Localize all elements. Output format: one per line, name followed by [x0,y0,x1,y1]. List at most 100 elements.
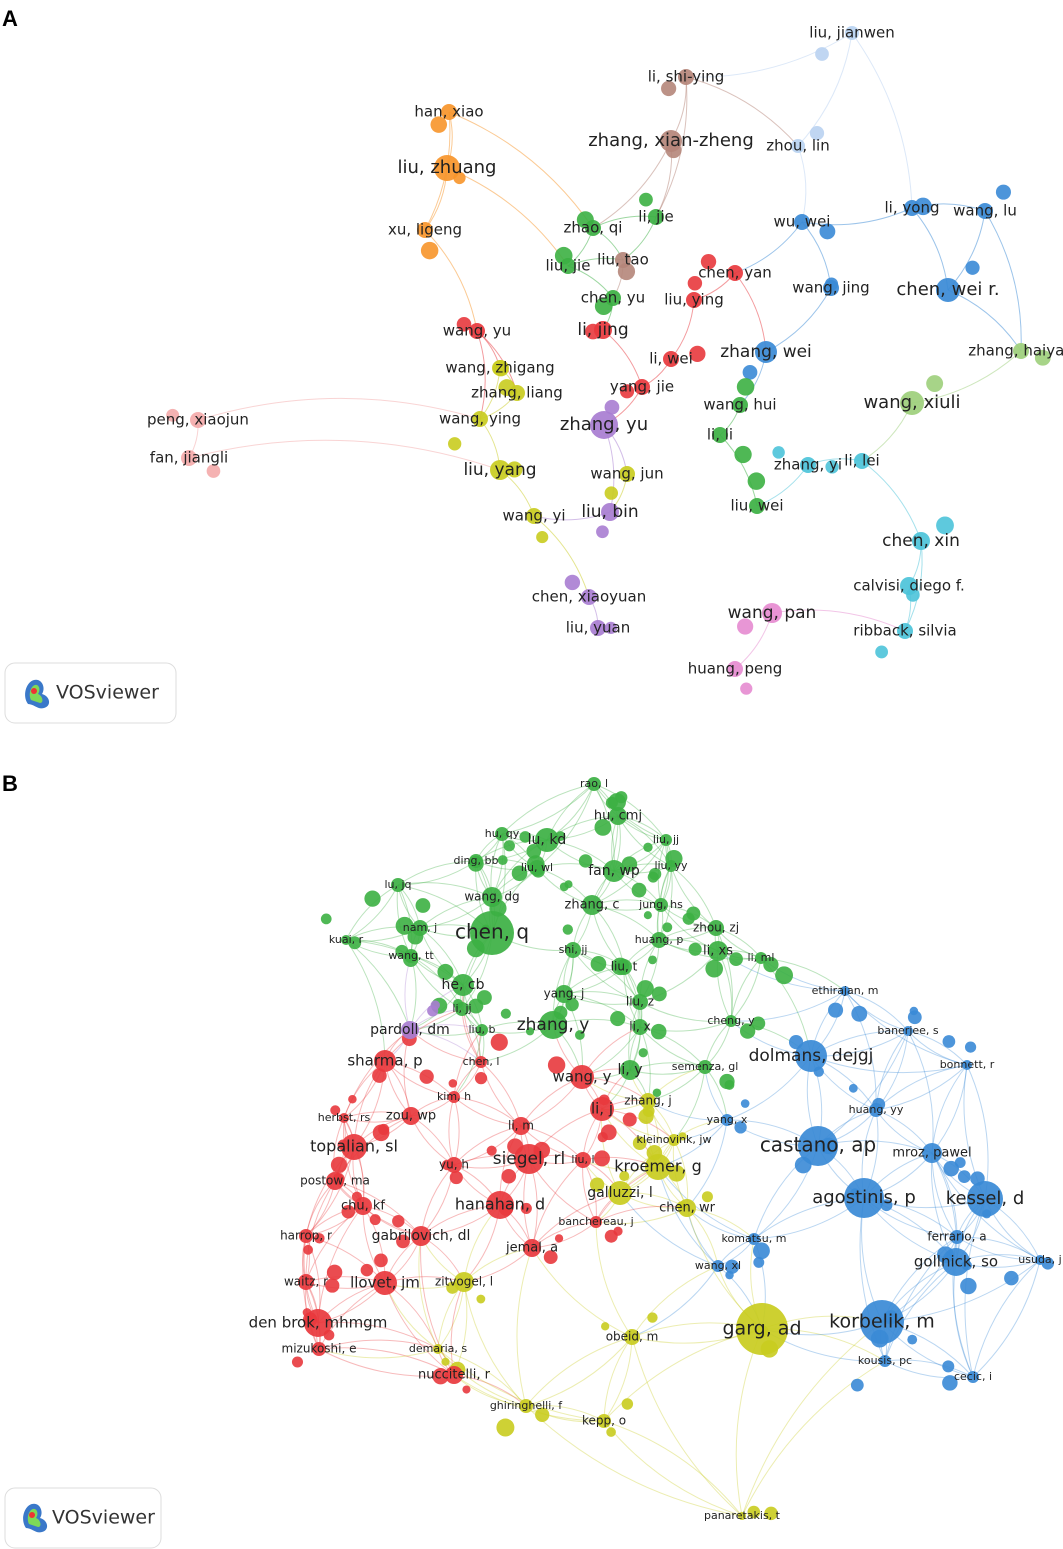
node [700,253,717,270]
edge [188,439,501,471]
node [712,427,728,443]
edge [418,1235,439,1350]
edge [956,1236,1041,1261]
node [879,1355,891,1367]
node [900,577,918,595]
edge [305,1205,364,1283]
node [942,1360,955,1373]
node-label: hu, cmj [594,809,642,824]
node [469,323,485,339]
node-label: li, xs [703,944,733,959]
edge [603,1336,633,1422]
node-label: wang, dg [464,890,519,904]
node-label: zhang, wei [720,342,812,362]
edge [525,1404,605,1422]
node [610,1010,626,1027]
node [456,316,472,332]
node [724,1079,735,1090]
node-label: semenza, gl [672,1060,739,1073]
node [639,192,653,207]
edge [397,860,477,886]
node [543,1250,558,1265]
node [348,936,362,950]
node [560,258,576,274]
node [603,860,625,882]
node-label: zhang, c [565,898,620,913]
node-label: liu, zhuang [398,157,497,178]
node [652,1088,662,1098]
logo-box: VOSviewer [4,1487,162,1549]
node [621,1398,634,1410]
node [678,1199,696,1217]
edge [345,884,399,941]
node [632,994,648,1010]
node-label: chu, kf [341,1199,385,1214]
edge [305,1146,355,1237]
node [688,942,702,956]
node-label: jung, hs [638,898,683,911]
node [497,855,508,866]
node [476,1294,486,1304]
edge [741,1321,883,1517]
node [448,1079,458,1088]
node [615,252,631,268]
node [482,887,502,907]
node-label: ferrario, a [927,1230,986,1244]
edge [603,1420,743,1517]
edge [591,839,667,906]
node [942,1035,956,1048]
node [638,1048,648,1058]
node-label: postow, ma [300,1174,370,1188]
node-label: banerjee, s [877,1024,939,1037]
node [476,1024,488,1036]
node [907,1010,922,1025]
node [574,1030,585,1040]
node [597,1131,608,1143]
edge [797,32,853,147]
node [809,125,825,141]
node [622,1112,637,1127]
node [526,508,542,524]
edge [907,1030,968,1066]
node [604,486,618,500]
node [581,589,597,605]
edge [631,1265,719,1338]
node [373,1271,397,1295]
node-label: liu, yang [463,460,536,480]
node-label: korbelik, m [829,1311,935,1333]
node-label: liu, b [468,1023,495,1036]
edge [317,1205,364,1324]
node [490,460,510,480]
edge [525,1405,743,1517]
node [904,200,920,216]
node-label: wang, yu [443,322,511,340]
node [922,1143,942,1163]
node [374,1050,396,1072]
edge [686,1119,728,1209]
node [738,1512,746,1520]
node [512,1117,530,1135]
node [663,351,679,367]
edge [453,1096,460,1166]
edge [730,957,762,1022]
node [828,1002,844,1018]
node [751,1016,766,1031]
node-label: gollnick, so [914,1253,998,1271]
node-label: huang, p [635,933,684,946]
node [608,1181,632,1205]
node-label: liu, l [571,1153,594,1166]
node-label: siegel, rl [493,1149,566,1169]
node-label: demaria, s [409,1342,468,1355]
node-label: liu, tao [597,251,649,269]
node [615,791,628,804]
edge [592,140,672,229]
edge [525,1336,633,1407]
edge [657,1166,755,1240]
node [721,1114,733,1126]
node-label: fan, wp [588,863,640,879]
node-label: ding, bb [454,854,499,867]
logo-text: VOSviewer [56,682,159,704]
node-label: li, jing [577,320,628,340]
edge [851,32,913,209]
node [378,1123,390,1135]
